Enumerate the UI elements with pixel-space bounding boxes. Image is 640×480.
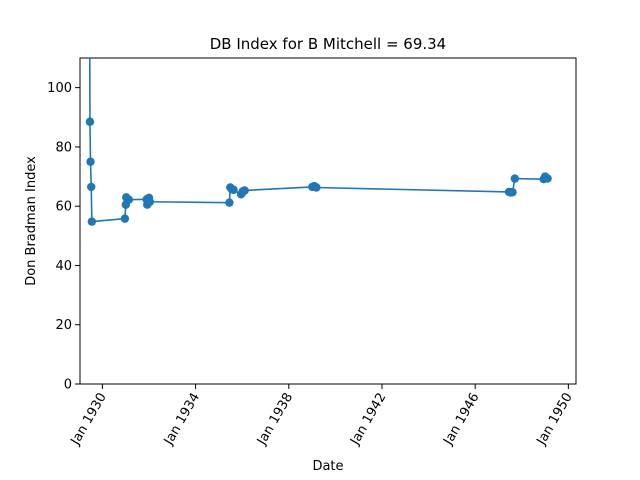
plot-frame [79, 57, 577, 385]
data-point [229, 185, 238, 195]
data-point [510, 174, 520, 183]
data-point [145, 197, 155, 206]
data-point [312, 183, 321, 192]
y-tick-label: 100 [47, 81, 72, 96]
chart-title: DB Index for B Mitchell = 69.34 [210, 35, 446, 53]
y-tick-label: 0 [64, 378, 72, 393]
series-layer [85, 58, 552, 226]
data-point [240, 186, 249, 195]
y-axis: 0 20 40 60 80 100 [47, 81, 80, 393]
data-point [120, 214, 130, 223]
data-point [543, 174, 552, 183]
data-point [124, 195, 134, 204]
data-point [86, 157, 95, 166]
x-axis-label: Date [312, 459, 343, 474]
data-point [87, 217, 97, 226]
y-tick-label: 40 [55, 259, 72, 274]
data-point [85, 117, 95, 126]
data-point [508, 188, 517, 197]
y-tick-label: 80 [55, 140, 72, 155]
y-tick-label: 20 [55, 318, 72, 333]
y-tick-label: 60 [55, 200, 72, 215]
plot-area [79, 57, 577, 385]
data-point [225, 198, 234, 207]
y-axis-label: Don Bradman Index [24, 156, 39, 286]
data-point [87, 182, 96, 192]
